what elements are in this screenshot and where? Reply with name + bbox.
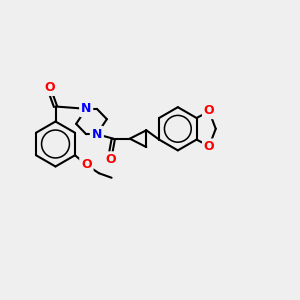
Text: N: N: [92, 128, 102, 141]
Text: O: O: [45, 81, 56, 94]
Text: O: O: [81, 158, 92, 171]
Text: N: N: [81, 102, 92, 115]
Text: O: O: [204, 140, 214, 153]
Text: O: O: [204, 104, 214, 117]
Text: O: O: [105, 153, 116, 166]
